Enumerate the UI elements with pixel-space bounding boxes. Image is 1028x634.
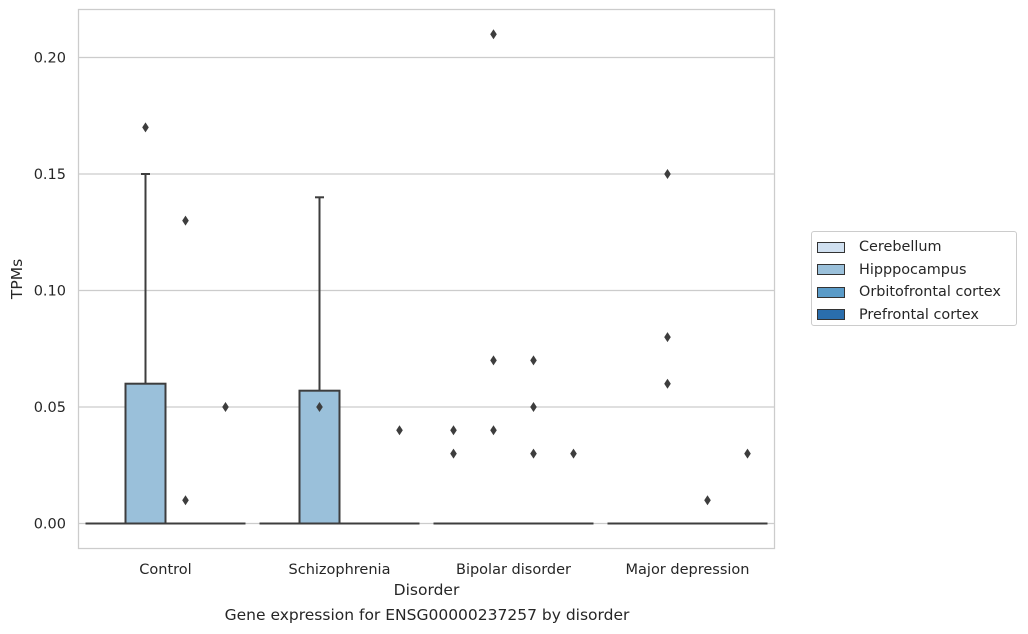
- legend-swatch: [817, 309, 845, 321]
- x-tick-label: Bipolar disorder: [456, 562, 571, 578]
- series-cerebellum: [85, 425, 648, 525]
- legend-swatch: [817, 286, 845, 298]
- outlier-point: [450, 425, 457, 436]
- outlier-point: [744, 448, 751, 459]
- y-axis-label: TPMs: [8, 259, 26, 300]
- series-prefrontal-cortex: [205, 402, 768, 525]
- outlier-point: [490, 29, 497, 40]
- x-tick-label: Control: [139, 562, 191, 578]
- legend-label: Cerebellum: [859, 239, 942, 256]
- outlier-point: [530, 355, 537, 366]
- outlier-point: [664, 378, 671, 389]
- y-tick-label: 0.20: [34, 51, 66, 67]
- y-tick-label: 0.00: [34, 517, 66, 533]
- outlier-point: [316, 402, 323, 412]
- outlier-point: [664, 332, 671, 343]
- plot-series: [85, 29, 768, 525]
- series-orbitofrontal-cortex: [165, 215, 728, 525]
- box: [298, 389, 341, 525]
- outlier-point: [396, 425, 403, 436]
- legend-label: Hipppocampus: [859, 261, 967, 278]
- outlier-point: [142, 122, 149, 133]
- outlier-point: [222, 402, 229, 412]
- y-tick-label: 0.15: [34, 167, 66, 183]
- x-tick-label: Major depression: [626, 562, 750, 578]
- y-axis-ticks: 0.00 0.05 0.10 0.15 0.20: [34, 51, 66, 533]
- outlier-point: [530, 402, 537, 412]
- y-tick-label: 0.10: [34, 284, 66, 300]
- outlier-point: [490, 425, 497, 436]
- x-tick-label: Schizophrenia: [289, 562, 391, 578]
- outlier-point: [450, 448, 457, 459]
- outlier-point: [490, 355, 497, 366]
- y-tick-label: 0.05: [34, 400, 66, 416]
- x-axis-ticks: Control Schizophrenia Bipolar disorder Majo…: [139, 562, 749, 578]
- legend-label: Orbitofrontal cortex: [859, 284, 1001, 301]
- outlier-point: [664, 169, 671, 179]
- plot-area-frame: [77, 8, 776, 550]
- legend-item: Orbitofrontal cortex: [817, 281, 1016, 304]
- outlier-point: [704, 495, 711, 506]
- box: [124, 382, 167, 525]
- series-hipppocampus: [124, 29, 688, 525]
- outlier-point: [530, 448, 537, 459]
- grid-lines: [78, 56, 775, 525]
- legend-item: Prefrontal cortex: [817, 304, 1016, 327]
- legend-swatch: [817, 264, 845, 276]
- x-axis-label: Disorder: [394, 581, 460, 599]
- outlier-point: [182, 215, 189, 226]
- legend-swatch: [817, 241, 845, 253]
- outlier-point: [570, 448, 577, 459]
- legend-item: Hipppocampus: [817, 259, 1016, 282]
- chart-caption: Gene expression for ENSG00000237257 by d…: [224, 606, 630, 624]
- legend-item: Cerebellum: [817, 236, 1016, 259]
- outlier-point: [182, 495, 189, 506]
- legend-label: Prefrontal cortex: [859, 306, 979, 323]
- legend: Cerebellum Hipppocampus Orbitofrontal cort…: [811, 231, 1017, 326]
